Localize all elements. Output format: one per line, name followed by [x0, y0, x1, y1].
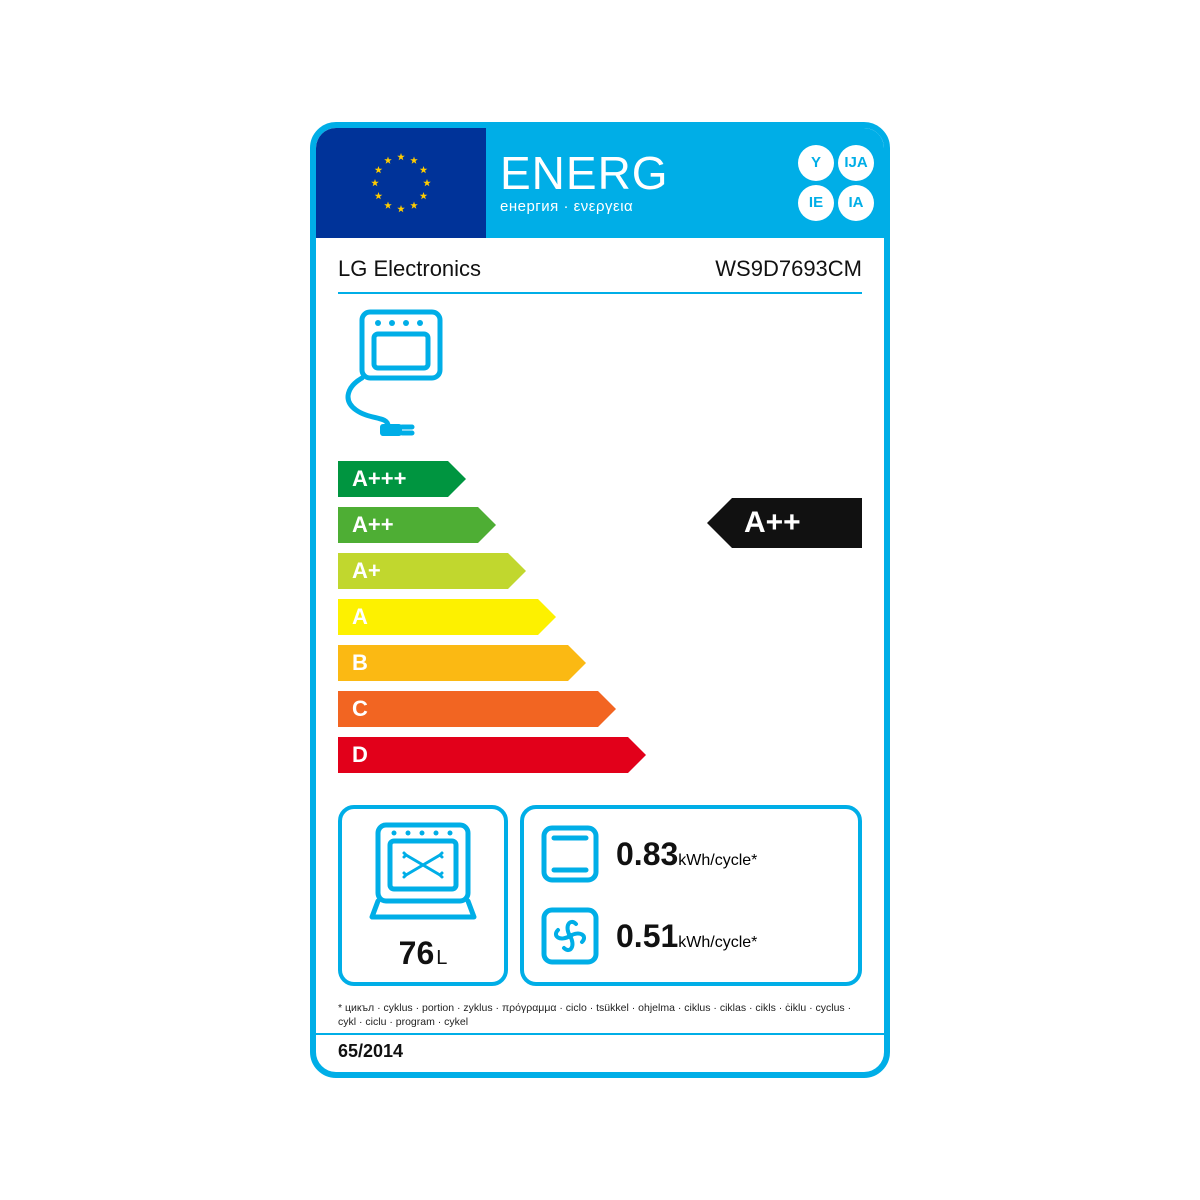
lang-bubble: Y: [798, 145, 834, 181]
rating-bar-row: A+: [338, 551, 884, 591]
eu-flag-icon: [341, 143, 461, 223]
capacity-value: 76L: [399, 935, 448, 972]
model-number: WS9D7693CM: [715, 256, 862, 282]
lang-bubble: IJA: [838, 145, 874, 181]
label-header: ENERG енергия · ενεργεια YIJAIEIA: [316, 128, 884, 238]
capacity-number: 76: [399, 935, 435, 971]
energy-title-block: ENERG енергия · ενεργεια YIJAIEIA: [486, 128, 884, 238]
rating-bar-row: D: [338, 735, 884, 775]
brand-name: LG Electronics: [338, 256, 481, 282]
conventional-number: 0.83: [616, 836, 678, 872]
language-bubbles: YIJAIEIA: [798, 145, 874, 221]
capacity-box: 76L: [338, 805, 508, 986]
appliance-icon-area: [316, 304, 884, 453]
fan-number: 0.51: [616, 918, 678, 954]
conventional-heat-icon: [538, 822, 602, 886]
rating-bar: A++: [338, 507, 478, 543]
supplier-row: LG Electronics WS9D7693CM: [316, 238, 884, 292]
lang-bubble: IE: [798, 185, 834, 221]
rating-bar: C: [338, 691, 598, 727]
rating-bar-row: A+++: [338, 459, 884, 499]
eu-flag: [316, 128, 486, 238]
conventional-row: 0.83kWh/cycle*: [538, 822, 844, 886]
lang-bubble: IA: [838, 185, 874, 221]
capacity-unit: L: [436, 947, 447, 969]
energy-word: ENERG: [500, 150, 788, 196]
conventional-unit: kWh/cycle*: [678, 852, 757, 869]
rating-bar-row: B: [338, 643, 884, 683]
rating-bar-row: A: [338, 597, 884, 637]
rating-bar: A+++: [338, 461, 448, 497]
divider: [338, 292, 862, 294]
specs-row: 76L 0.83kWh/cycle*: [316, 799, 884, 996]
rating-pointer: A++: [732, 498, 862, 548]
fan-heat-icon: [538, 904, 602, 968]
rating-bar: B: [338, 645, 568, 681]
regulation-number: 65/2014: [316, 1035, 884, 1072]
energy-label: ENERG енергия · ενεργεια YIJAIEIA LG Ele…: [310, 122, 890, 1078]
efficiency-scale: A+++ A++ A+ ABCD A++: [316, 453, 884, 799]
rating-bar: A+: [338, 553, 508, 589]
consumption-box: 0.83kWh/cycle* 0.51kWh/cycle*: [520, 805, 862, 986]
oven-capacity-icon: [368, 819, 478, 929]
fan-value: 0.51kWh/cycle*: [616, 918, 757, 955]
rating-bar-row: C: [338, 689, 884, 729]
conventional-value: 0.83kWh/cycle*: [616, 836, 757, 873]
rating-bar: A: [338, 599, 538, 635]
fan-unit: kWh/cycle*: [678, 934, 757, 951]
oven-plug-icon: [338, 308, 478, 438]
cycle-footnote: * цикъл · cyklus · portion · zyklus · πρ…: [316, 996, 884, 1035]
rating-bar: D: [338, 737, 628, 773]
fan-row: 0.51kWh/cycle*: [538, 904, 844, 968]
energy-subtitle: енергия · ενεργεια: [500, 198, 788, 215]
